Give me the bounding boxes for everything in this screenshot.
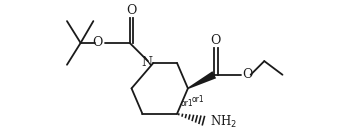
Text: or1: or1: [192, 95, 205, 104]
Text: NH$_2$: NH$_2$: [210, 114, 237, 130]
Text: or1: or1: [181, 99, 194, 108]
Text: O: O: [93, 36, 103, 49]
Text: O: O: [126, 4, 137, 17]
Text: O: O: [242, 68, 253, 81]
Text: N: N: [142, 56, 153, 68]
Text: O: O: [211, 34, 221, 47]
Polygon shape: [188, 71, 216, 89]
